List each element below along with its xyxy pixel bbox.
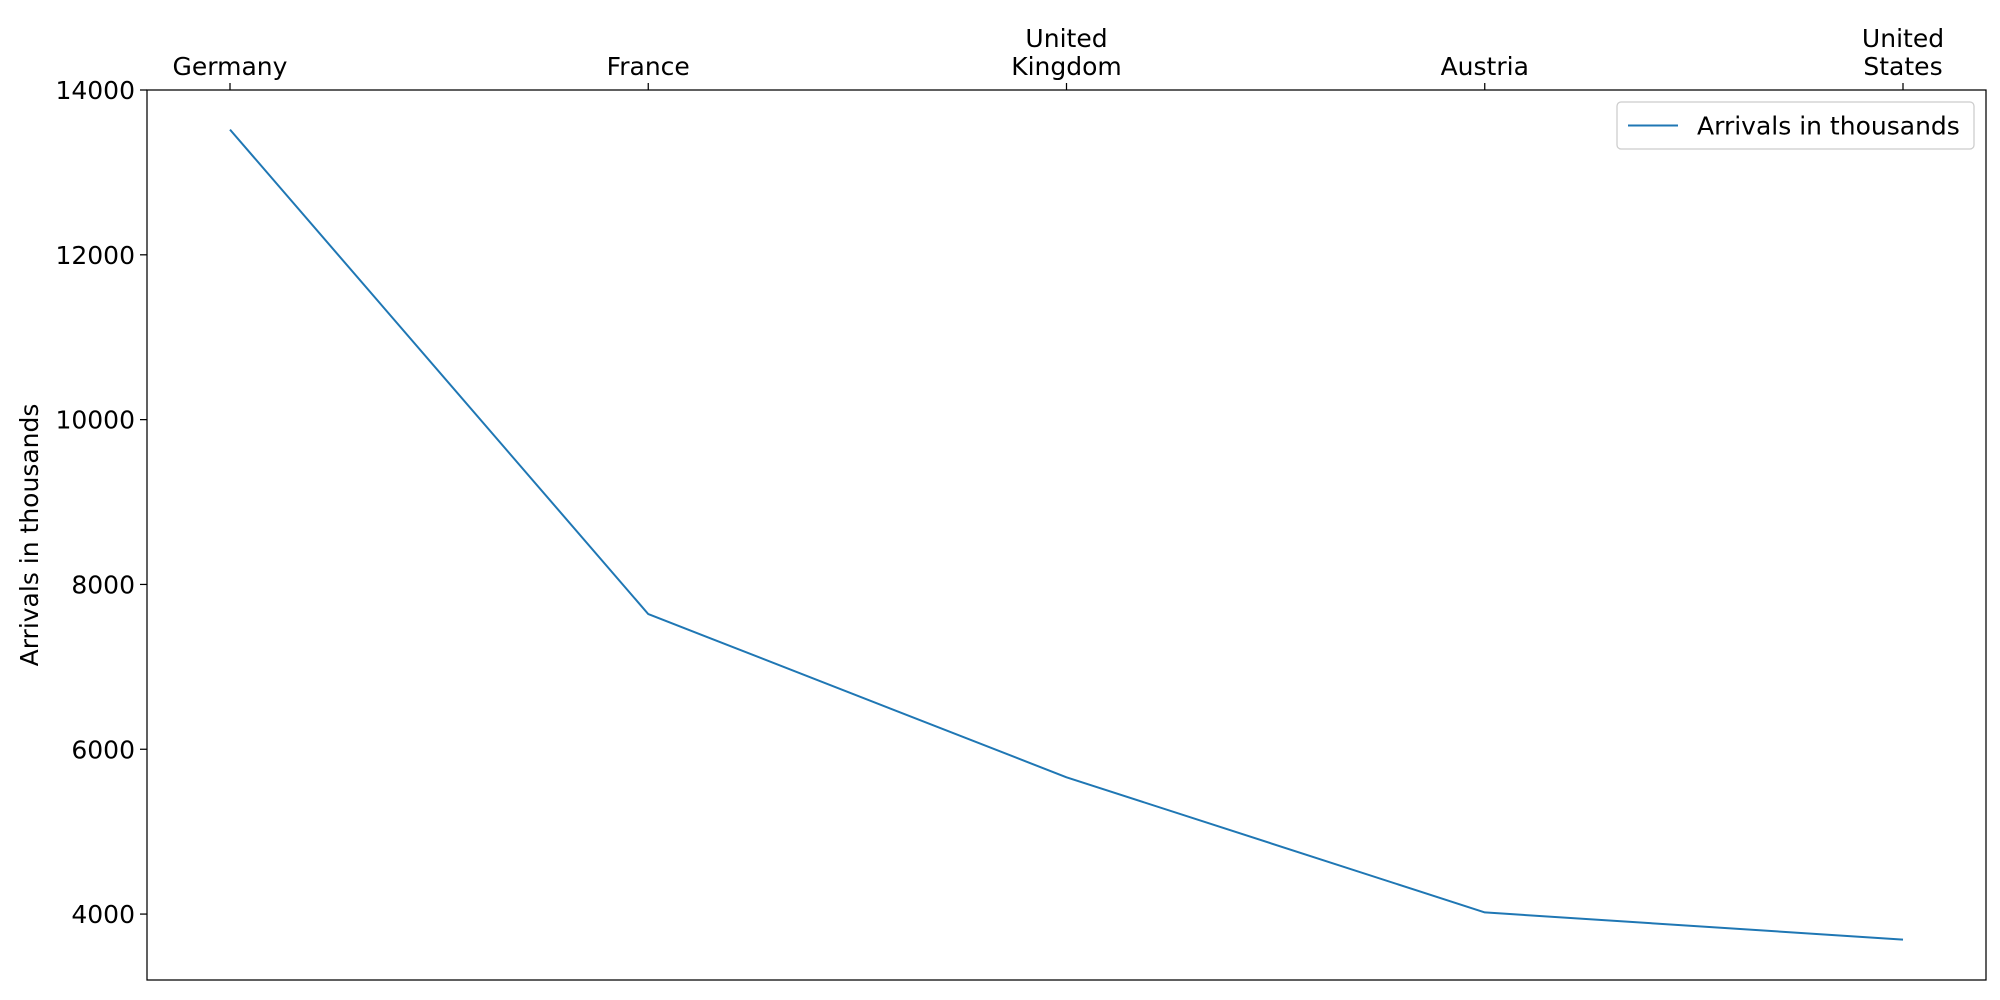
y-tick-label: 6000 bbox=[71, 735, 135, 764]
x-tick-label-line: Germany bbox=[173, 52, 288, 81]
x-tick-label: United Kingdom bbox=[1011, 24, 1122, 81]
legend-box bbox=[1616, 101, 1975, 150]
series-line bbox=[229, 128, 1904, 941]
x-tick-label-line: United bbox=[1025, 24, 1107, 53]
y-tick-label: 8000 bbox=[71, 570, 135, 599]
legend: Arrivals in thousands bbox=[1616, 101, 1975, 150]
y-axis-ticks: 4000 6000 8000 10000 12000 14000 bbox=[55, 76, 147, 929]
x-tick-label-line: France bbox=[607, 52, 690, 81]
x-tick-label-line: United bbox=[1862, 24, 1944, 53]
x-tick-label: France bbox=[607, 52, 690, 81]
x-tick-label-line: States bbox=[1863, 52, 1942, 81]
x-tick-label: United States bbox=[1862, 24, 1944, 81]
series-layer bbox=[229, 128, 1904, 941]
x-tick-label-line: Austria bbox=[1441, 52, 1529, 81]
y-tick-label: 10000 bbox=[55, 406, 135, 435]
legend-label: Arrivals in thousands bbox=[1697, 112, 1960, 141]
y-axis-title: Arrivals in thousands bbox=[15, 404, 44, 667]
x-tick-label: Austria bbox=[1441, 52, 1529, 81]
x-tick-label-line: Kingdom bbox=[1011, 52, 1122, 81]
plot-frame bbox=[146, 89, 1987, 981]
y-tick-label: 14000 bbox=[55, 76, 135, 105]
y-tick-label: 4000 bbox=[71, 900, 135, 929]
x-tick-label: Germany bbox=[173, 52, 288, 81]
y-tick-label: 12000 bbox=[55, 241, 135, 270]
